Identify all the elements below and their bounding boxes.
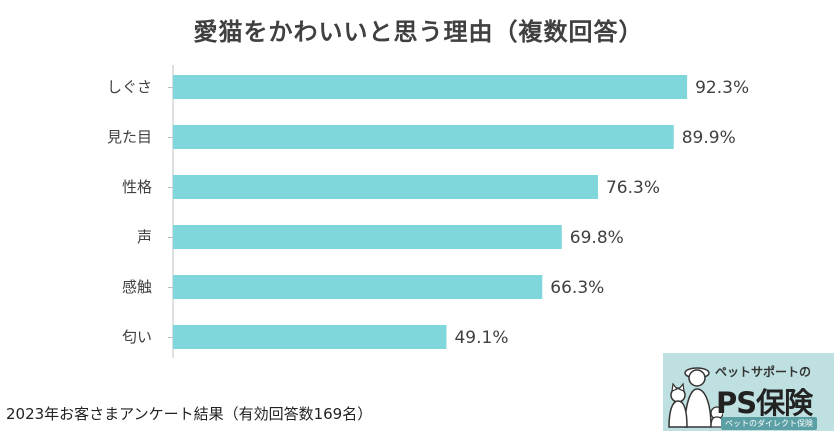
bar — [173, 175, 598, 199]
pet-illustration-icon — [668, 367, 723, 428]
value-label: 69.8% — [570, 228, 624, 248]
category-label: 感触 — [122, 278, 152, 296]
category-label: 匂い — [122, 328, 152, 346]
bar — [173, 325, 447, 349]
category-label: 声 — [137, 228, 152, 246]
value-label: 89.9% — [682, 128, 736, 148]
logo-subtitle: ペットのダイレクト保険 — [721, 417, 817, 430]
value-label: 76.3% — [606, 178, 660, 198]
bar — [173, 75, 688, 99]
bar — [173, 125, 674, 149]
value-label: 92.3% — [695, 78, 749, 98]
survey-note: 2023年お客さまアンケート結果（有効回答数169名） — [6, 405, 373, 423]
value-label: 49.1% — [454, 328, 508, 348]
bar — [173, 275, 543, 299]
logo-name: PS保険 — [716, 386, 813, 420]
chart-title: 愛猫をかわいいと思う理由（複数回答） — [193, 18, 644, 46]
bar — [173, 225, 562, 249]
value-label: 66.3% — [550, 278, 604, 298]
ps-insurance-logo: ペットサポートの PS保険 ペットのダイレクト保険 — [663, 353, 834, 431]
logo-tagline: ペットサポートの — [715, 365, 812, 379]
category-label: 見た目 — [107, 128, 152, 146]
category-label: 性格 — [122, 178, 152, 196]
category-label: しぐさ — [107, 78, 152, 96]
